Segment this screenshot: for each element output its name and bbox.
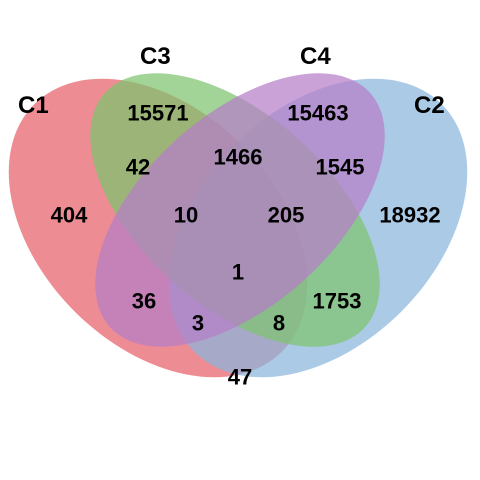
region-count-c1-c4-c2: 3 [192,311,204,336]
region-count-c1-c2: 47 [228,365,252,390]
region-count-c3-c2: 1753 [313,289,362,314]
region-count-c3-only: 15571 [127,101,188,126]
region-count-all-four: 1 [232,260,244,285]
region-count-c3-c4: 1466 [214,145,263,170]
region-count-c2-only: 18932 [379,203,440,228]
set-ellipses [8,73,468,378]
set-label-c4: C4 [300,43,331,70]
set-label-c2: C2 [414,92,445,119]
region-count-c1-c4: 36 [132,289,156,314]
set-label-c3: C3 [140,43,171,70]
region-count-c1-c3-c4: 10 [174,203,198,228]
set-c4-ellipse [95,73,385,347]
set-labels: C1 C3 C4 C2 [18,43,445,119]
region-count-c1-c3: 42 [126,155,150,180]
region-count-c1-only: 404 [51,203,88,228]
region-count-c1-c3-c2: 8 [273,311,285,336]
region-count-c4-c2: 1545 [316,155,365,180]
region-counts: 404 15571 15463 18932 42 1466 1545 10 20… [51,101,441,390]
region-count-c4-only: 15463 [287,101,348,126]
set-label-c1: C1 [18,92,49,119]
region-count-c3-c4-c2: 205 [268,203,305,228]
